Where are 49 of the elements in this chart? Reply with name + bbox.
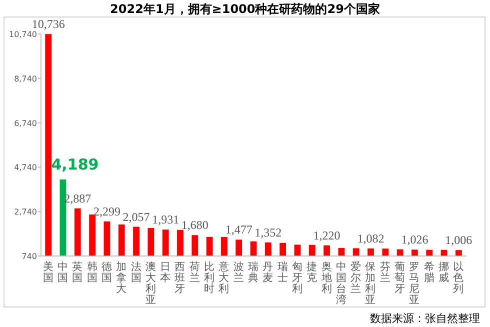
data-label: 1,680 (181, 218, 208, 232)
x-tick-label: 爱尔兰 (350, 260, 362, 295)
y-tick-label: 740 (22, 252, 37, 261)
x-tick-label: 中国台湾 (336, 260, 347, 306)
x-tick-label: 荷兰 (189, 260, 200, 284)
data-label: 1,026 (401, 232, 428, 247)
x-tick-label: 葡萄牙 (394, 260, 406, 295)
data-label: 1,082 (357, 231, 384, 246)
x-tick-label: 西班牙 (174, 261, 186, 295)
x-tick-label: 希腊 (424, 260, 435, 284)
x-tick-label: 意大利 (218, 260, 230, 295)
y-tick-label: 10,740 (9, 30, 37, 39)
y-tick-label: 2,740 (14, 208, 37, 217)
x-tick-label: 澳大利亚 (145, 261, 156, 306)
data-label: 1,477 (225, 222, 252, 237)
x-tick-label: 以色列 (453, 260, 464, 295)
chart-title: 2022年1月，拥有≥1000种在研药物的29个国家 (110, 2, 380, 16)
data-label: 1,931 (152, 212, 180, 227)
data-label: 2,057 (122, 210, 150, 224)
x-tick-label: 瑞士 (277, 260, 288, 284)
x-tick-label: 中国 (57, 260, 68, 284)
x-tick-label: 美国 (42, 260, 54, 284)
source-note: 数据来源：张自然整理 (370, 312, 480, 325)
y-tick-label: 6,740 (14, 118, 37, 128)
x-tick-label: 比利时 (204, 260, 216, 295)
data-label: 1,006 (445, 233, 472, 248)
x-tick-label: 捷克 (306, 260, 318, 284)
y-tick-label: 4,740 (14, 163, 37, 172)
x-tick-label: 挪威 (438, 261, 450, 284)
x-tick-label: 保加利亚 (365, 261, 376, 306)
annotation: 4,189 (51, 155, 99, 174)
x-tick-label: 奥地利 (320, 261, 332, 295)
data-label: 1,352 (254, 225, 282, 240)
x-tick-label: 瑞典 (248, 260, 259, 284)
x-tick-label: 芬兰 (380, 260, 391, 284)
x-tick-label: 丹麦 (262, 261, 274, 284)
data-label: 2,299 (93, 204, 120, 218)
x-tick-label: 匈牙利 (292, 261, 303, 295)
x-tick-label: 英国 (72, 260, 84, 284)
data-label: 10,736 (32, 17, 65, 32)
x-tick-label: 韩国 (86, 260, 98, 284)
x-tick-label: 加拿大 (116, 260, 128, 295)
x-tick-label: 法国 (130, 260, 142, 284)
x-tick-label: 波兰 (233, 260, 244, 284)
x-tick-label: 罗马尼亚 (409, 261, 420, 306)
x-tick-label: 德国 (101, 261, 112, 284)
x-tick-label: 日本 (160, 261, 172, 284)
y-tick-label: 8,740 (14, 74, 37, 84)
data-label: 1,220 (313, 228, 340, 242)
